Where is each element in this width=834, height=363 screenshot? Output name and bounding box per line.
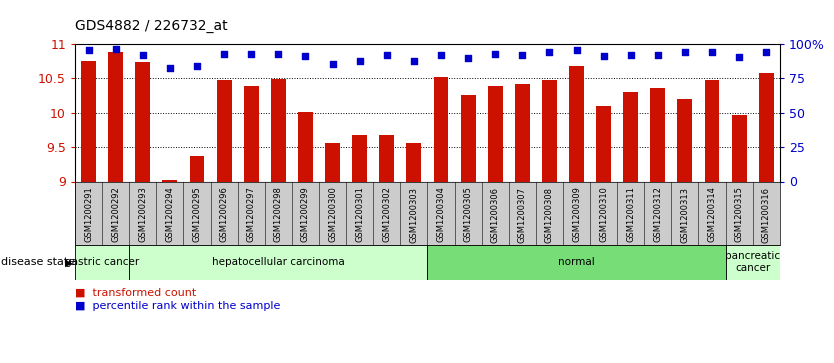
Point <box>299 53 312 59</box>
Bar <box>460 95 475 182</box>
Point <box>82 48 95 53</box>
Text: GSM1200301: GSM1200301 <box>355 187 364 242</box>
Point <box>543 49 556 55</box>
Point <box>272 51 285 57</box>
Text: GSM1200293: GSM1200293 <box>138 187 148 242</box>
Bar <box>135 62 150 182</box>
Text: ▶: ▶ <box>65 257 73 267</box>
Point <box>380 52 394 58</box>
Bar <box>731 115 746 182</box>
Bar <box>759 73 774 182</box>
Text: GSM1200305: GSM1200305 <box>464 187 473 242</box>
Text: normal: normal <box>558 257 595 267</box>
Text: GSM1200306: GSM1200306 <box>490 187 500 242</box>
Text: ■  percentile rank within the sample: ■ percentile rank within the sample <box>75 301 280 311</box>
Point <box>218 51 231 57</box>
Text: hepatocellular carcinoma: hepatocellular carcinoma <box>212 257 344 267</box>
Bar <box>108 52 123 182</box>
Point <box>326 61 339 67</box>
Bar <box>677 99 692 182</box>
Bar <box>75 245 129 280</box>
Text: GSM1200302: GSM1200302 <box>382 187 391 242</box>
Point <box>109 46 123 52</box>
Point <box>706 49 719 55</box>
Text: ■  transformed count: ■ transformed count <box>75 287 196 297</box>
Text: GSM1200292: GSM1200292 <box>111 187 120 242</box>
Text: GSM1200313: GSM1200313 <box>681 187 690 242</box>
Text: GSM1200310: GSM1200310 <box>599 187 608 242</box>
Text: GSM1200307: GSM1200307 <box>518 187 527 242</box>
Text: GSM1200297: GSM1200297 <box>247 187 256 242</box>
Point <box>515 52 529 57</box>
Bar <box>428 245 726 280</box>
Bar <box>434 77 449 182</box>
Bar <box>81 61 96 182</box>
Bar <box>569 66 584 182</box>
Point <box>353 58 366 64</box>
Bar <box>651 89 666 182</box>
Bar <box>129 245 428 280</box>
Bar <box>406 143 421 182</box>
Text: GSM1200296: GSM1200296 <box>219 187 229 242</box>
Text: GSM1200291: GSM1200291 <box>84 187 93 242</box>
Text: disease state: disease state <box>1 257 75 267</box>
Point <box>407 58 420 64</box>
Point <box>190 63 203 69</box>
Bar <box>244 86 259 182</box>
Point <box>163 65 177 71</box>
Text: GSM1200314: GSM1200314 <box>707 187 716 242</box>
Point <box>651 52 665 58</box>
Point <box>760 49 773 55</box>
Bar <box>488 86 503 182</box>
Bar <box>271 79 286 182</box>
Text: GSM1200298: GSM1200298 <box>274 187 283 242</box>
Bar <box>542 80 557 182</box>
Bar <box>352 135 367 182</box>
Text: GSM1200315: GSM1200315 <box>735 187 744 242</box>
Bar <box>379 135 394 182</box>
Bar <box>623 92 638 182</box>
Text: GSM1200303: GSM1200303 <box>409 187 419 242</box>
Point <box>136 52 149 58</box>
Text: pancreatic
cancer: pancreatic cancer <box>725 252 781 273</box>
Point <box>489 51 502 57</box>
Bar <box>705 80 720 182</box>
Point <box>678 49 691 55</box>
Bar <box>163 180 178 182</box>
Point <box>597 53 610 59</box>
Text: gastric cancer: gastric cancer <box>65 257 139 267</box>
Point <box>461 55 475 61</box>
Text: GSM1200309: GSM1200309 <box>572 187 581 242</box>
Point <box>570 48 583 53</box>
Text: GSM1200299: GSM1200299 <box>301 187 310 242</box>
Text: GSM1200308: GSM1200308 <box>545 187 554 242</box>
Point <box>732 54 746 60</box>
Text: GDS4882 / 226732_at: GDS4882 / 226732_at <box>75 19 228 33</box>
Bar <box>596 106 611 182</box>
Bar <box>325 143 340 182</box>
Point <box>244 51 258 57</box>
Text: GSM1200304: GSM1200304 <box>436 187 445 242</box>
Text: GSM1200300: GSM1200300 <box>328 187 337 242</box>
Bar <box>515 83 530 182</box>
Text: GSM1200312: GSM1200312 <box>653 187 662 242</box>
Bar <box>726 245 780 280</box>
Point <box>435 52 448 57</box>
Text: GSM1200294: GSM1200294 <box>165 187 174 242</box>
Bar <box>189 156 204 182</box>
Bar <box>217 80 232 182</box>
Text: GSM1200311: GSM1200311 <box>626 187 636 242</box>
Bar <box>298 112 313 182</box>
Text: GSM1200295: GSM1200295 <box>193 187 202 242</box>
Text: GSM1200316: GSM1200316 <box>761 187 771 242</box>
Point <box>624 52 637 58</box>
